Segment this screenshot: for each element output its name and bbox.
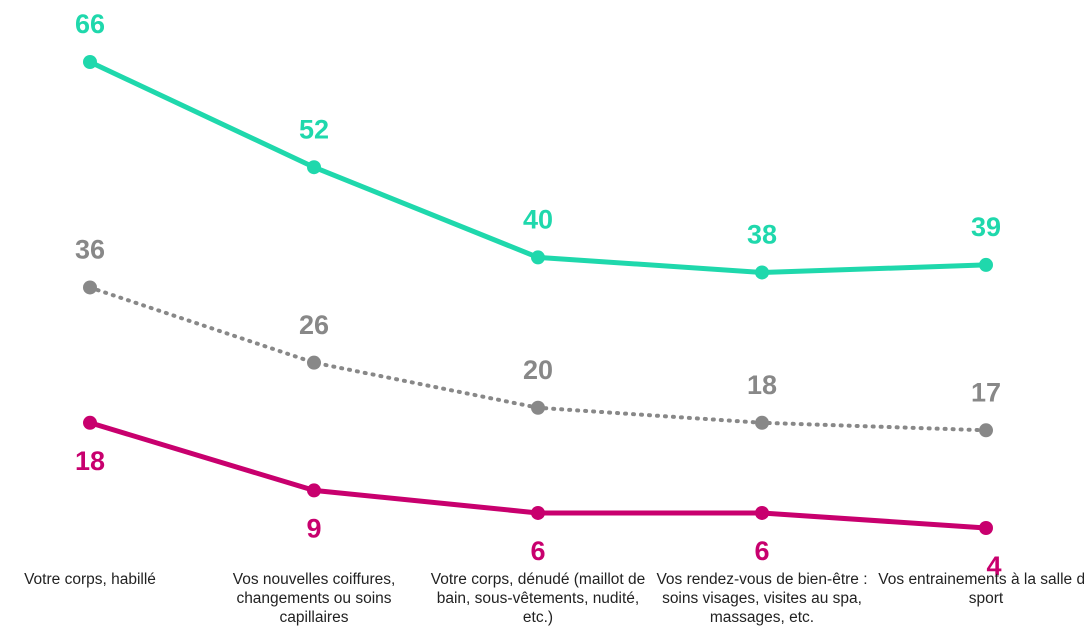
data-point	[531, 250, 545, 265]
data-label: 40	[523, 205, 553, 235]
data-point	[755, 505, 769, 520]
data-label: 18	[75, 446, 105, 476]
x-tick-label: Votre corps, habillé	[24, 571, 156, 588]
data-point	[83, 280, 97, 295]
x-tick-label: Vos entrainements à la salle de sport	[878, 571, 1084, 607]
data-point	[531, 505, 545, 520]
x-tick-label: Votre corps, dénudé (maillot de bain, so…	[430, 571, 646, 626]
data-point	[979, 521, 993, 535]
x-tick-label: Vos nouvelles coiffures, changements ou …	[232, 571, 396, 626]
data-point	[979, 257, 993, 272]
data-label: 20	[523, 355, 553, 385]
data-label: 9	[306, 514, 321, 544]
series-line	[88, 59, 987, 275]
data-point	[979, 423, 993, 438]
data-label: 17	[971, 377, 1001, 407]
data-point	[83, 415, 97, 430]
data-point	[755, 265, 769, 280]
data-point	[755, 415, 769, 430]
x-tick-label: Vos rendez-vous de bien-être : soins vis…	[656, 571, 868, 626]
data-label: 6	[530, 536, 545, 566]
data-label: 18	[747, 370, 777, 400]
data-label: 6	[754, 536, 769, 566]
data-point	[307, 160, 321, 175]
data-label: 66	[75, 9, 105, 39]
data-label: 4	[986, 551, 1001, 581]
data-point	[531, 400, 545, 415]
data-label: 38	[747, 220, 777, 250]
data-point	[307, 483, 321, 498]
data-label: 26	[299, 310, 329, 340]
data-label: 36	[75, 235, 105, 265]
data-label: 39	[971, 212, 1001, 242]
data-point	[83, 55, 97, 69]
data-label: 52	[299, 114, 329, 144]
data-point	[307, 355, 321, 370]
